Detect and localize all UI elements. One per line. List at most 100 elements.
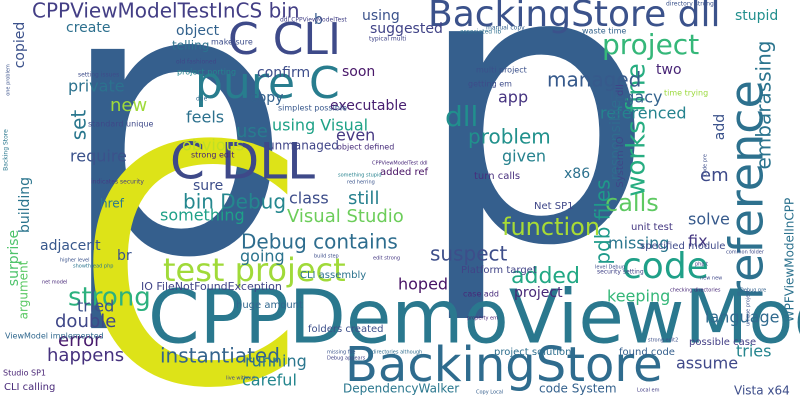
word: due [196,96,208,103]
word: unmanaged [267,139,339,153]
word: works fine [622,63,652,197]
word: href [100,197,125,211]
word: CLI calling [4,382,55,393]
word: project porting [177,68,236,77]
word: DependencyWalker [343,382,459,396]
word: live without [226,376,255,382]
word: test project [163,251,346,289]
word: language [705,308,780,327]
word: something stupid [338,173,382,179]
word: instantiated [160,344,280,368]
word: br [117,248,132,264]
word: hoped [398,275,448,294]
word: ViewModel implemented [5,332,104,341]
word: possible case [689,337,756,348]
word: referenced [600,104,687,123]
word: p [414,0,655,329]
word: simplest possible [278,104,347,113]
word: strong [68,283,151,313]
word: tries [736,342,771,361]
word: confirm [257,65,310,81]
word: assume [676,354,738,373]
word: property em [467,316,498,322]
word: using Visual [272,116,368,135]
word: em [700,165,729,186]
word: dll [445,100,478,133]
word: something [160,206,245,225]
word: suggested [370,21,443,37]
word: code System [539,382,617,396]
word: soon [342,64,375,80]
word: feels [186,108,224,127]
word: Debug appears [327,356,366,362]
word: project [514,285,563,301]
word: Backing Store [3,129,10,171]
word: found code [619,347,675,358]
word: create [66,20,110,36]
word: code pre [703,154,709,176]
word: copy [250,90,283,106]
word: case add [463,290,499,299]
word: ddl CPPViewModelTest [280,17,347,24]
word: project [602,28,699,61]
word: higher level [60,258,90,264]
word: Copy Local [476,390,503,396]
word: make sure [211,38,253,47]
word: C CLI [228,14,341,65]
word: app [498,88,528,107]
word: b [314,12,323,28]
word: BackingStore dll [428,0,721,35]
word: missing file [327,350,355,356]
word: pure C [195,58,340,109]
word: use [236,121,268,142]
word: directory strong [666,1,714,8]
word: showthread php [73,264,113,270]
word: unique project [746,290,752,326]
word: waste time [582,27,626,36]
word: added ref [380,167,429,178]
word: problem [468,125,551,149]
word: IO FileNotFoundException [141,280,282,293]
word: strong edit [191,151,234,160]
word: Net SP1 [534,201,573,212]
word: level Debug [595,265,625,271]
word: adjacent [40,238,101,254]
word: C [75,76,305,400]
word: checking directories [670,288,721,294]
word: code [622,246,709,287]
word: executable [330,98,407,114]
word: directories although [372,350,422,356]
word: project solution [494,347,572,358]
word: surprise [6,230,22,286]
word: telling [172,39,209,53]
word: getting em [468,80,512,89]
word: edit strong [373,256,400,262]
word: missing [608,234,669,253]
word: keeping [607,287,670,306]
word: CLI assembly [300,270,366,281]
word: even [336,126,375,145]
word: turn calls [474,171,520,182]
word: embarassing [752,41,776,170]
word: php t [695,262,708,268]
word: common folder [726,250,765,256]
word: security setting [597,269,644,276]
word: C DLL [170,133,315,191]
word: double [55,311,116,332]
word: sure [193,178,223,194]
word: class [289,189,329,208]
word: using [362,8,400,24]
word: BackingStore [345,337,663,393]
word: Local em [637,388,660,394]
word: added [511,264,580,289]
word: System IO [615,136,626,187]
word: set [67,110,91,141]
word: error [58,330,102,351]
word: net model [42,280,67,286]
word: standard unique [88,120,154,129]
word: given [502,147,546,166]
word: legacy [610,88,663,107]
word: multi project [476,66,527,75]
word: suspect [430,242,508,266]
